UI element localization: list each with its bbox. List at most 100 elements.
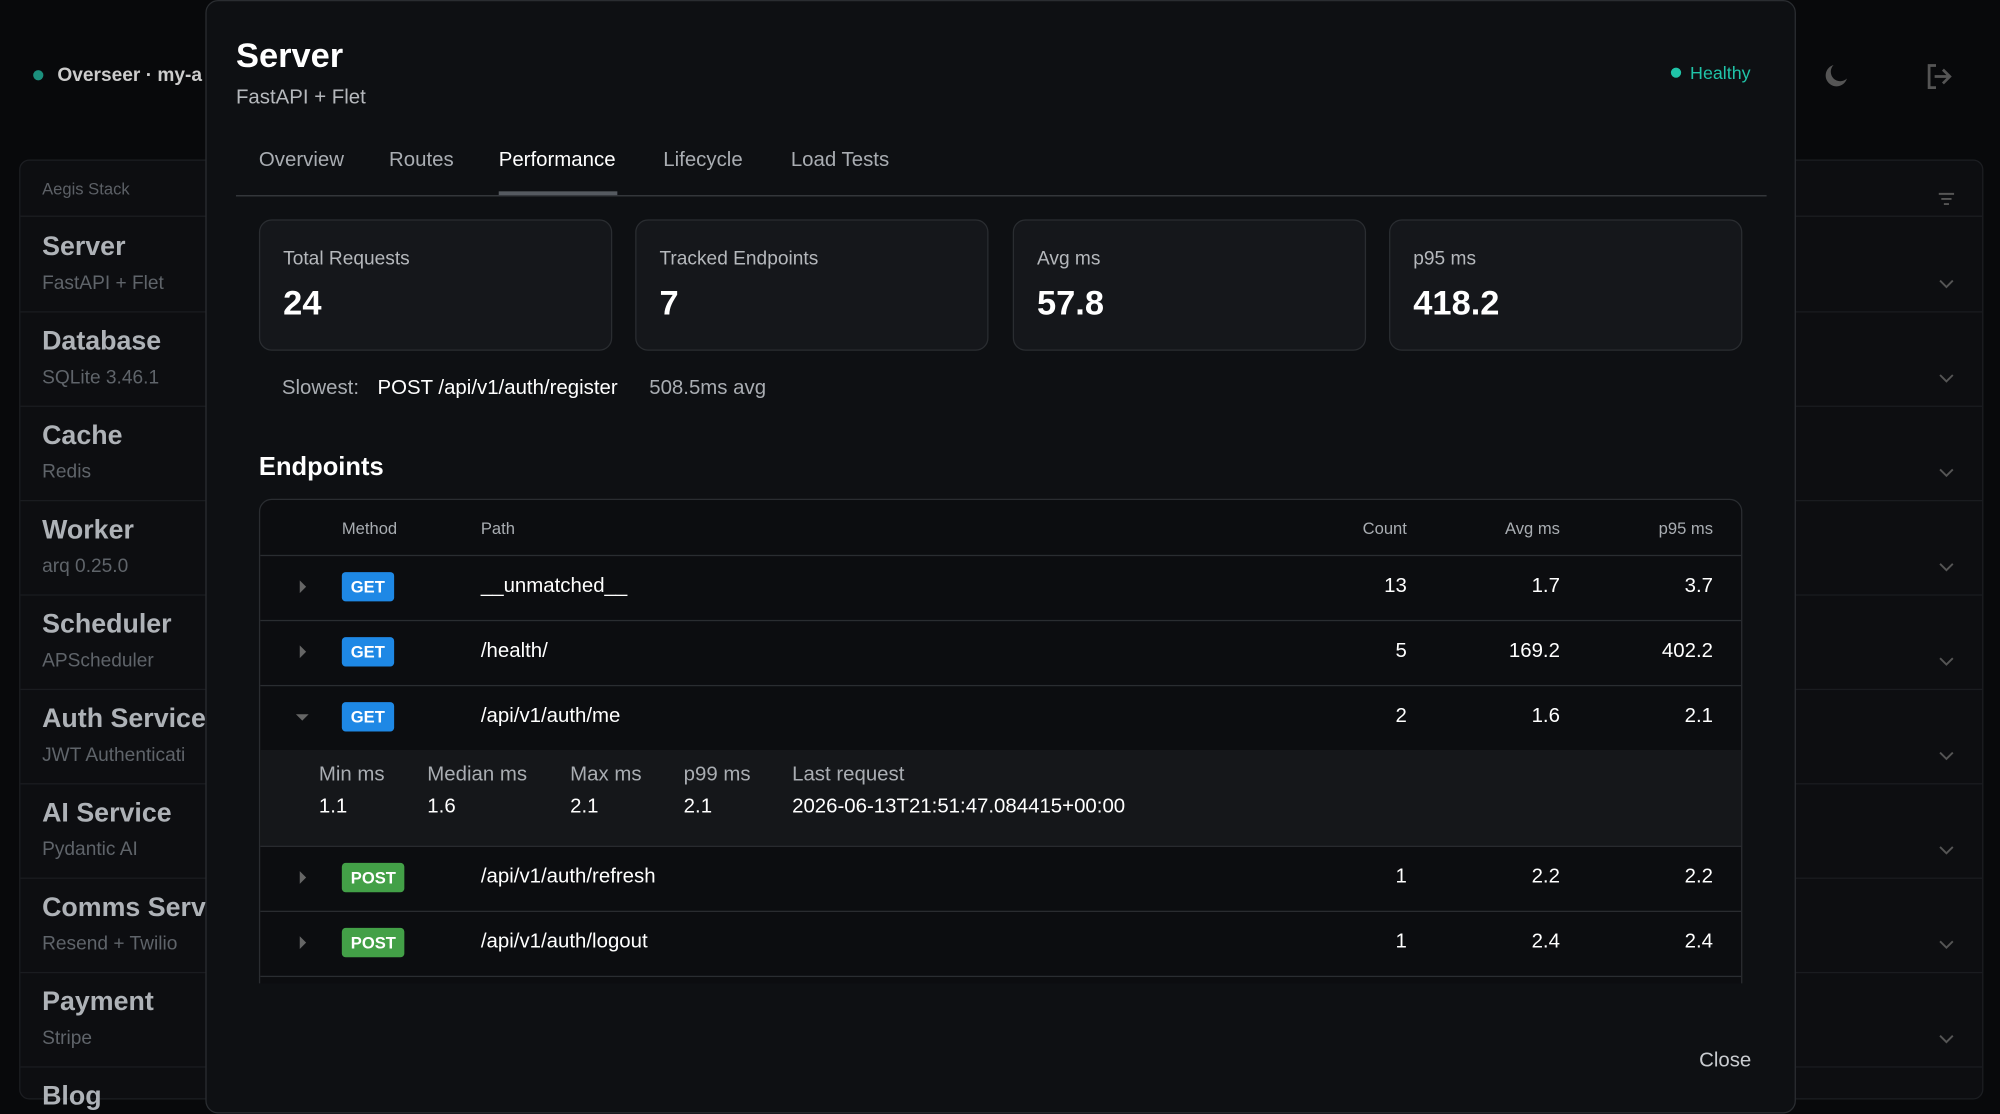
expand-chevron[interactable] xyxy=(1939,1034,1954,1044)
detail-label: Median ms xyxy=(427,764,528,786)
count-cell: 2 xyxy=(1395,705,1407,728)
service-detail: Resend + Twilio xyxy=(42,933,178,955)
service-name[interactable]: Database xyxy=(42,326,162,356)
service-name[interactable]: Cache xyxy=(42,420,123,451)
detail-label: Last request xyxy=(792,764,905,786)
detail-value: 2.1 xyxy=(683,795,713,818)
avg-cell: 1.7 xyxy=(1531,575,1560,597)
endpoint-path: /api/v1/auth/me xyxy=(480,705,621,728)
service-detail: JWT Authenticati xyxy=(42,744,186,766)
expand-chevron[interactable] xyxy=(1939,657,1954,667)
column-header: Count xyxy=(1362,518,1407,538)
tab[interactable]: Lifecycle xyxy=(663,149,743,171)
expand-chevron[interactable] xyxy=(1939,279,1954,289)
tab[interactable]: Performance xyxy=(498,149,616,171)
expand-chevron[interactable] xyxy=(1939,562,1954,572)
tab-indicator xyxy=(498,191,618,196)
modal-title: Server xyxy=(235,36,344,75)
method-badge: POST xyxy=(341,927,405,958)
avg-cell: 2.2 xyxy=(1531,866,1560,888)
method-badge: GET xyxy=(341,637,394,667)
close-button[interactable]: Close xyxy=(1699,1049,1752,1072)
stat-card: Tracked Endpoints 7 xyxy=(635,219,989,351)
detail-panel: Min ms 1.1 Median ms 1.6 Max ms 2.1 p99 ms 2.1 L… xyxy=(260,749,1742,846)
avg-cell: 169.2 xyxy=(1508,640,1560,662)
endpoint-path: /api/v1/auth/logout xyxy=(480,931,648,953)
slowest-label: Slowest: xyxy=(281,377,360,400)
app-title: Overseer · my-a xyxy=(57,64,203,87)
expand-caret[interactable] xyxy=(295,709,310,724)
row-divider xyxy=(260,975,1742,978)
endpoint-path: /health/ xyxy=(480,640,548,662)
count-cell: 1 xyxy=(1395,866,1407,888)
stat-label: Avg ms xyxy=(1036,248,1101,270)
p95-cell: 2.4 xyxy=(1684,931,1714,953)
stat-card: p95 ms 418.2 xyxy=(1389,219,1743,351)
method-badge: GET xyxy=(341,572,394,602)
detail-value: 1.6 xyxy=(427,795,456,818)
detail-value: 2026-06-13T21:51:47.084415+00:00 xyxy=(792,795,1126,818)
tab[interactable]: Routes xyxy=(389,149,454,171)
p95-cell: 2.2 xyxy=(1684,866,1714,888)
header-divider xyxy=(260,554,1742,557)
expand-chevron[interactable] xyxy=(1939,374,1954,384)
avg-cell: 2.4 xyxy=(1531,931,1560,953)
expand-chevron[interactable] xyxy=(1939,468,1954,478)
expand-caret[interactable] xyxy=(295,579,310,594)
row-divider xyxy=(260,910,1742,912)
service-modal: Total Requests 24 Tracked Endpoints 7 Avg ms… xyxy=(205,0,1796,1114)
expand-chevron[interactable] xyxy=(1939,751,1954,761)
tab[interactable]: Load Tests xyxy=(790,149,890,171)
method-badge: POST xyxy=(341,862,405,893)
detail-value: 2.1 xyxy=(570,795,599,818)
modal-subtitle: FastAPI + Flet xyxy=(235,86,366,109)
stat-value: 57.8 xyxy=(1036,283,1105,323)
expand-chevron[interactable] xyxy=(1939,846,1954,856)
status-dot xyxy=(33,70,44,81)
stat-card: Total Requests 24 xyxy=(258,219,613,351)
expand-caret[interactable] xyxy=(295,644,310,659)
row-divider xyxy=(260,619,1742,622)
service-name[interactable]: Scheduler xyxy=(42,609,172,640)
row-divider xyxy=(260,684,1742,687)
avg-cell: 1.6 xyxy=(1531,705,1560,728)
slowest-avg: 508.5ms avg xyxy=(649,377,767,400)
service-detail: Redis xyxy=(42,461,92,483)
service-detail: Stripe xyxy=(42,1027,93,1050)
service-name[interactable]: Server xyxy=(42,232,126,262)
tab[interactable]: Overview xyxy=(258,149,344,171)
modal-content: Total Requests 24 Tracked Endpoints 7 Avg ms… xyxy=(207,205,1795,984)
health-dot xyxy=(1670,67,1682,78)
service-name[interactable]: Auth Service xyxy=(42,704,206,734)
expand-caret[interactable] xyxy=(295,935,310,950)
service-name[interactable]: Comms Servi xyxy=(42,892,214,923)
endpoints-table: Method Path Count Avg ms p95 ms GET __unmatche… xyxy=(258,498,1743,984)
stat-value: 7 xyxy=(659,283,679,323)
count-cell: 5 xyxy=(1395,640,1407,662)
service-name[interactable]: Worker xyxy=(42,515,134,545)
column-header: Avg ms xyxy=(1504,518,1560,538)
tab-divider xyxy=(235,195,1767,197)
method-badge: GET xyxy=(341,702,394,732)
service-detail: SQLite 3.46.1 xyxy=(42,366,160,389)
section-label: Aegis Stack xyxy=(42,179,130,199)
service-name[interactable]: AI Service xyxy=(42,798,172,828)
service-detail: arq 0.25.0 xyxy=(42,555,129,578)
expand-chevron[interactable] xyxy=(1939,940,1954,950)
filter-icon[interactable] xyxy=(1937,191,1955,206)
theme-toggle[interactable] xyxy=(1821,60,1852,91)
service-name[interactable]: Payment xyxy=(42,987,154,1017)
expand-caret[interactable] xyxy=(295,870,310,885)
service-detail: APScheduler xyxy=(42,649,154,672)
stat-card: Avg ms 57.8 xyxy=(1012,219,1367,351)
service-name[interactable]: Blog xyxy=(42,1081,102,1111)
endpoint-path: __unmatched__ xyxy=(480,575,628,597)
stat-label: Total Requests xyxy=(283,248,410,270)
column-header: Method xyxy=(341,518,398,538)
column-header: Path xyxy=(480,518,515,538)
p95-cell: 3.7 xyxy=(1684,575,1714,597)
logout-button[interactable] xyxy=(1922,60,1955,93)
service-detail: FastAPI + Flet xyxy=(42,272,164,295)
